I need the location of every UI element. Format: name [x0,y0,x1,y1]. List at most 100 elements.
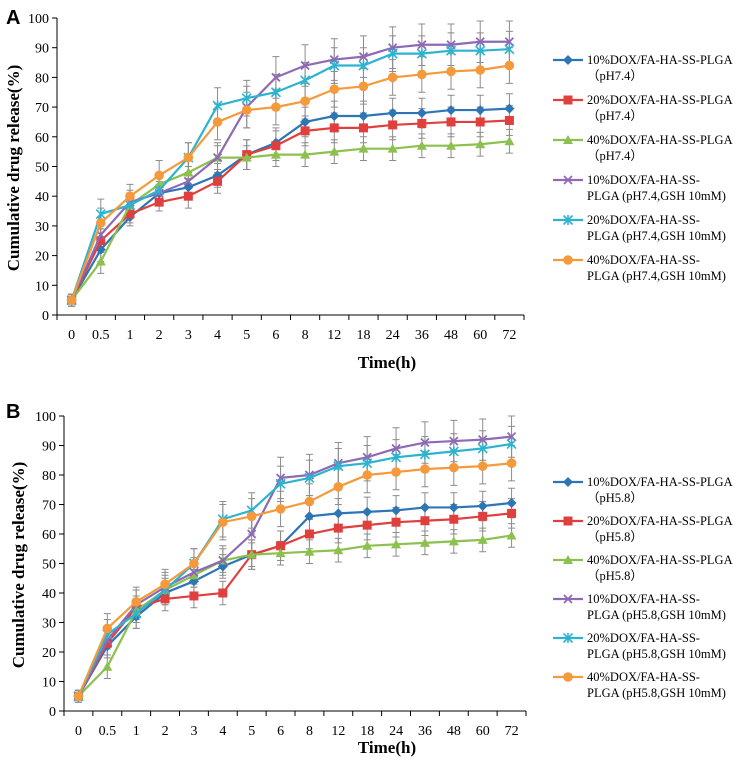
series-line [70,119,510,301]
legend-marker [563,594,573,604]
x-tick-label: 6 [277,724,284,739]
legend-label-line2: （pH5.8） [587,491,643,505]
data-point [102,623,113,634]
series-6 [66,60,515,305]
data-point [300,96,310,106]
data-point [189,591,199,601]
legend-label-line2: PLGA (pH7.4,GSH 10mM) [587,269,726,283]
data-point [241,93,252,104]
data-point [271,72,281,83]
legend-item-5: 20%DOX/FA-HA-SS- PLGA (pH7.4,GSH 10mM) [553,213,726,243]
data-point [270,149,281,159]
legend-label-line2: PLGA (pH5.8,GSH 10mM) [587,686,726,700]
data-point [95,208,106,220]
x-tick-label: 5 [248,724,255,739]
legend-marker [562,632,574,644]
data-point [449,514,459,524]
legend-label-line2: （pH5.8） [587,530,643,544]
y-tick-label: 40 [42,587,56,602]
series-line [77,512,512,697]
x-tick-label: 18 [360,724,374,739]
data-point [304,472,315,484]
series-5 [73,438,517,702]
y-tick-label: 40 [35,190,49,205]
data-point [448,446,459,457]
data-point [66,295,77,305]
x-tick-label: 0.5 [99,724,117,739]
legend-label-line2: （pH7.4） [587,69,643,83]
x-tick-label: 3 [190,724,197,739]
data-point [506,498,517,509]
legend-marker [563,175,573,185]
x-tick-label: 2 [156,328,163,343]
data-point [304,496,315,507]
data-point [154,170,164,181]
data-point [362,520,372,530]
data-point [189,558,199,569]
legend-item-2: 20%DOX/FA-HA-SS-PLGA （pH7.4） [553,93,733,123]
data-point [420,516,430,526]
y-tick-label: 70 [35,101,49,116]
data-point [333,523,343,533]
data-point [387,108,398,119]
data-point [300,116,311,127]
data-point [160,594,170,604]
data-point [420,437,430,448]
data-point [213,176,223,186]
data-point [300,149,311,159]
legend-label-line2: （pH5.8） [587,569,643,583]
x-tick-label: 12 [327,328,341,343]
legend-label-line2: PLGA (pH5.8,GSH 10mM) [587,647,726,661]
series-3 [66,136,515,305]
legend-label-line2: （pH7.4） [587,109,643,123]
data-point [358,51,369,62]
series-line [77,442,512,697]
data-point [388,120,398,130]
data-point [419,502,430,513]
data-point [391,443,401,454]
series-5 [66,44,515,306]
error-bars-series-6 [74,445,516,703]
data-point [102,638,112,648]
data-point [416,48,427,59]
data-point [391,467,401,477]
series-line [70,107,510,301]
legend-label: 20%DOX/FA-HA-SS-PLGA [587,514,733,528]
legend-label-line2: （pH7.4） [587,149,643,163]
data-point [445,45,457,56]
legend-label: 10%DOX/FA-HA-SS- [587,173,700,187]
legend-item-3: 40%DOX/FA-HA-SS-PLGA （pH5.8） [553,553,733,583]
data-point [475,45,486,56]
x-tick-label: 60 [473,328,487,343]
error-bars-series-4 [74,415,516,703]
data-point [131,597,141,607]
legend-label: 20%DOX/FA-HA-SS-PLGA [587,93,733,107]
error-bars-series-2 [68,105,513,307]
data-point [416,108,427,119]
data-point [131,608,142,619]
data-point [387,143,398,153]
data-point [160,579,170,589]
y-tick-label: 20 [42,646,56,661]
data-point [362,458,373,469]
data-point [183,152,194,163]
data-point [391,517,401,527]
data-point [275,548,286,558]
x-tick-label: 4 [219,724,226,739]
series-line [70,140,510,301]
data-point [188,570,199,580]
legend-marker [563,516,573,526]
data-point [329,111,340,122]
data-point [362,470,372,480]
data-point [446,105,457,116]
legend-label: 40%DOX/FA-HA-SS-PLGA [587,133,733,147]
data-point [504,115,514,125]
data-point [304,511,315,522]
data-point [478,511,488,521]
x-tick-label: 36 [418,724,432,739]
data-point [448,536,459,546]
legend-item-1: 10%DOX/FA-HA-SS-PLGA （pH7.4） [553,53,733,83]
data-point [246,511,257,522]
data-point [506,438,517,450]
data-point [362,540,373,550]
